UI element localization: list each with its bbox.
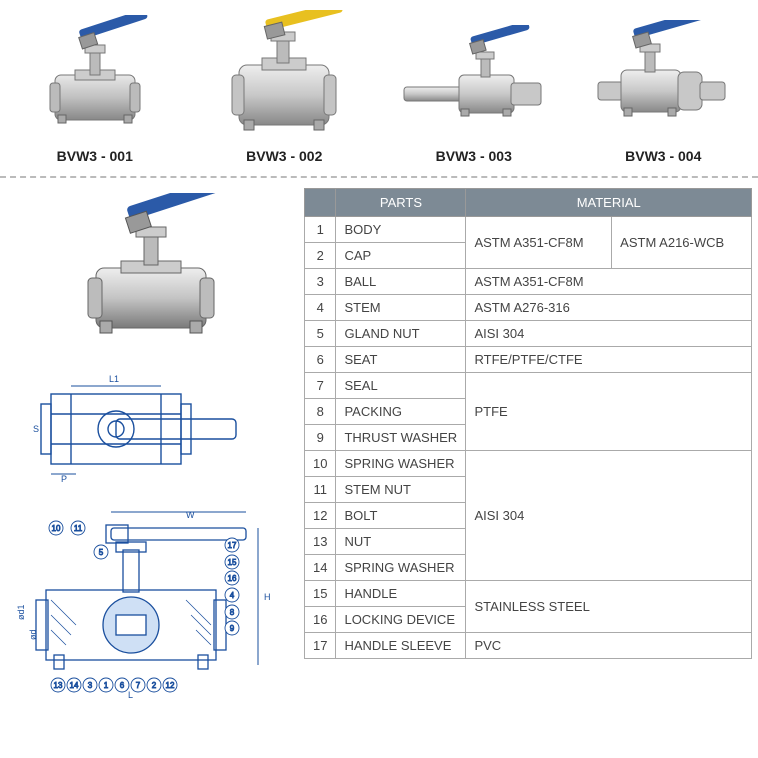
- th-material: MATERIAL: [466, 189, 752, 217]
- dim-S: S: [33, 424, 39, 434]
- th-parts: PARTS: [336, 189, 466, 217]
- product-label-3: BVW3 - 003: [379, 148, 569, 164]
- table-row: 1 BODY ASTM A351-CF8M ASTM A216-WCB: [305, 217, 752, 243]
- table-row: 15 HANDLE STAINLESS STEEL: [305, 581, 752, 607]
- table-row: 7 SEAL PTFE: [305, 373, 752, 399]
- parts-table: PARTS MATERIAL 1 BODY ASTM A351-CF8M AST…: [304, 188, 752, 659]
- svg-text:15: 15: [228, 558, 237, 567]
- table-row: 17 HANDLE SLEEVE PVC: [305, 633, 752, 659]
- svg-text:13: 13: [54, 681, 63, 690]
- svg-text:9: 9: [230, 624, 235, 633]
- product-3: BVW3 - 003: [379, 10, 569, 164]
- product-image-4: [569, 10, 758, 140]
- product-2: BVW3 - 002: [190, 10, 380, 164]
- product-label-1: BVW3 - 001: [0, 148, 190, 164]
- dim-H: H: [264, 592, 271, 602]
- svg-text:11: 11: [74, 524, 83, 533]
- dim-L: L: [128, 690, 133, 700]
- product-image-3: [379, 10, 569, 140]
- bottom-section: L1 S P: [0, 188, 758, 700]
- table-row: 6 SEAT RTFE/PTFE/CTFE: [305, 347, 752, 373]
- right-column: PARTS MATERIAL 1 BODY ASTM A351-CF8M AST…: [304, 188, 752, 700]
- svg-text:3: 3: [88, 681, 93, 690]
- svg-text:17: 17: [228, 541, 237, 550]
- product-4: BVW3 - 004: [569, 10, 758, 164]
- technical-diagram-section: 10 11 17 15 16 4 8 9 5 13 14 3 1 6 7 2: [16, 500, 286, 700]
- svg-text:1: 1: [104, 681, 109, 690]
- table-row: 5 GLAND NUT AISI 304: [305, 321, 752, 347]
- left-column: L1 S P: [6, 188, 296, 700]
- svg-text:5: 5: [99, 548, 104, 557]
- svg-text:8: 8: [230, 608, 235, 617]
- svg-text:12: 12: [166, 681, 175, 690]
- valve-isometric: [61, 188, 241, 358]
- product-label-4: BVW3 - 004: [569, 148, 758, 164]
- divider: [0, 176, 758, 178]
- dim-d1: ød1: [16, 604, 26, 620]
- dim-d: ød: [28, 629, 38, 640]
- table-row: 4 STEM ASTM A276-316: [305, 295, 752, 321]
- product-label-2: BVW3 - 002: [190, 148, 380, 164]
- technical-diagram-top: L1 S P: [16, 364, 286, 494]
- product-image-1: [0, 10, 190, 140]
- th-num: [305, 189, 336, 217]
- table-row: 10 SPRING WASHER AISI 304: [305, 451, 752, 477]
- dim-L1: L1: [109, 374, 119, 384]
- svg-text:6: 6: [120, 681, 125, 690]
- table-row: 3 BALL ASTM A351-CF8M: [305, 269, 752, 295]
- product-image-2: [190, 10, 380, 140]
- svg-text:4: 4: [230, 591, 235, 600]
- svg-text:7: 7: [136, 681, 141, 690]
- product-row: BVW3 - 001 BVW3 - 002: [0, 0, 758, 172]
- svg-text:10: 10: [52, 524, 61, 533]
- product-1: BVW3 - 001: [0, 10, 190, 164]
- svg-text:16: 16: [228, 574, 237, 583]
- dim-P: P: [61, 474, 67, 484]
- svg-text:2: 2: [152, 681, 157, 690]
- svg-text:14: 14: [70, 681, 79, 690]
